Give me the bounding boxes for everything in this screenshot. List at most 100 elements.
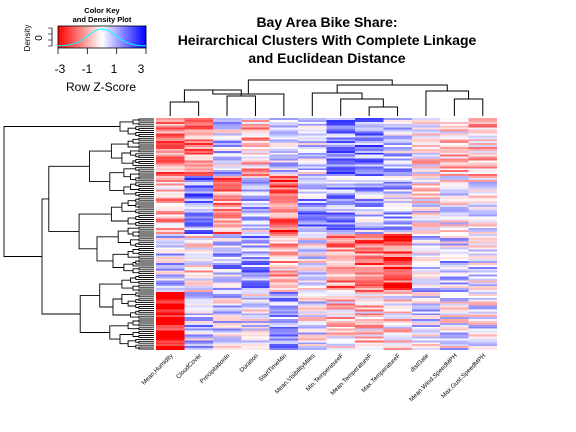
heatmap-cell xyxy=(269,235,299,239)
heatmap-cell xyxy=(156,216,185,219)
row-dendrogram-branch xyxy=(138,122,154,126)
color-key-xlabel: Row Z-Score xyxy=(66,80,136,94)
heatmap-cell xyxy=(156,205,185,208)
heatmap-cell xyxy=(383,235,412,239)
heatmap-cell xyxy=(440,125,469,128)
heatmap-cell xyxy=(156,280,185,283)
heatmap-cell xyxy=(354,338,384,341)
heatmap-cell xyxy=(156,187,185,190)
heatmap-cell xyxy=(269,344,299,347)
row-dendrogram-branch xyxy=(138,267,154,271)
heatmap-cell xyxy=(411,218,441,221)
heatmap-cell xyxy=(468,264,498,268)
heatmap-cell xyxy=(269,218,299,221)
heatmap-cell xyxy=(269,226,299,229)
heatmap-cell xyxy=(184,241,214,244)
heatmap-cell xyxy=(212,340,242,343)
heatmap-cell xyxy=(241,203,270,206)
heatmap-cell xyxy=(383,328,412,331)
heatmap-cell xyxy=(241,131,270,134)
heatmap-cell xyxy=(156,127,185,130)
row-dendrogram-branch xyxy=(138,309,154,313)
heatmap-cell xyxy=(241,141,270,144)
heatmap-cell xyxy=(212,158,242,161)
color-key-gradient-step xyxy=(102,26,105,48)
heatmap-cell xyxy=(440,222,469,225)
heatmap-cell xyxy=(241,164,270,167)
heatmap-cell xyxy=(383,201,412,204)
heatmap-cell xyxy=(241,187,270,190)
heatmap-cell xyxy=(440,214,469,217)
heatmap-cell xyxy=(411,338,441,341)
color-key-density-zero: 0 xyxy=(34,35,45,41)
heatmap-cell xyxy=(440,156,469,159)
heatmap-cell xyxy=(468,121,498,124)
heatmap-cell xyxy=(156,247,185,250)
heatmap-cell xyxy=(298,150,327,153)
heatmap-cell xyxy=(354,278,384,281)
heatmap-cell xyxy=(354,276,384,279)
heatmap-cell xyxy=(411,278,441,281)
heatmap-cell xyxy=(383,129,412,132)
color-key: Color Key and Density Plot Density 0 -3 … xyxy=(23,6,147,94)
heatmap-cell xyxy=(354,315,384,318)
heatmap-cell xyxy=(241,313,270,316)
color-key-gradient-step xyxy=(114,26,117,48)
heatmap-cell xyxy=(326,249,356,252)
heatmap-cell xyxy=(440,162,469,165)
heatmap-cell xyxy=(411,348,441,351)
heatmap-cell xyxy=(411,125,441,128)
heatmap-cell xyxy=(383,216,412,219)
heatmap-cell xyxy=(440,230,469,233)
heatmap-cell xyxy=(468,127,498,130)
heatmap-cell xyxy=(354,224,384,227)
column-dendrogram-branch xyxy=(425,90,470,116)
heatmap-cell xyxy=(156,147,185,150)
heatmap-cell xyxy=(440,150,469,153)
heatmap-cell xyxy=(298,297,327,300)
heatmap-cell xyxy=(212,251,242,254)
heatmap-cell xyxy=(383,206,412,210)
heatmap-cell xyxy=(156,232,185,235)
row-dendrogram-branch xyxy=(138,161,154,164)
heatmap-cell xyxy=(241,295,270,298)
heatmap-cell xyxy=(440,322,469,326)
heatmap-cell xyxy=(354,129,384,132)
heatmap-cell xyxy=(326,187,356,190)
heatmap-cell xyxy=(326,168,356,171)
heatmap-cell xyxy=(241,118,270,121)
row-dendrogram-branch xyxy=(135,209,154,214)
heatmap-cell xyxy=(269,205,299,208)
heatmap-cell xyxy=(298,311,327,314)
color-key-gradient-step xyxy=(76,26,79,48)
heatmap-cell xyxy=(298,247,327,250)
heatmap-cell xyxy=(326,309,356,312)
heatmap-cell xyxy=(212,226,242,229)
row-dendrogram-branch xyxy=(127,217,136,225)
heatmap-cell xyxy=(184,284,214,287)
heatmap-cell xyxy=(298,257,327,260)
heatmap-cell xyxy=(383,133,412,136)
heatmap-cell xyxy=(298,210,327,213)
heatmap-cell xyxy=(440,139,469,142)
heatmap-cell xyxy=(156,276,185,279)
heatmap-cell xyxy=(326,282,356,285)
heatmap-cell xyxy=(383,245,412,248)
heatmap-cell xyxy=(354,228,384,231)
heatmap-cell xyxy=(298,272,327,275)
heatmap-cell xyxy=(354,313,384,316)
heatmap-cell xyxy=(298,241,327,244)
heatmap-cell xyxy=(354,243,384,246)
heatmap-cell xyxy=(326,154,356,157)
heatmap-cell xyxy=(411,346,441,349)
heatmap-cell xyxy=(411,224,441,227)
row-dendrogram-branch xyxy=(138,188,154,191)
heatmap-cell xyxy=(269,179,299,182)
heatmap-cell xyxy=(468,268,498,271)
heatmap-cell xyxy=(298,137,327,140)
heatmap-cell xyxy=(326,338,356,341)
heatmap-cell xyxy=(241,344,270,347)
heatmap-cell xyxy=(326,276,356,279)
heatmap-cell xyxy=(241,123,270,126)
column-dendrogram-branch xyxy=(368,106,399,116)
